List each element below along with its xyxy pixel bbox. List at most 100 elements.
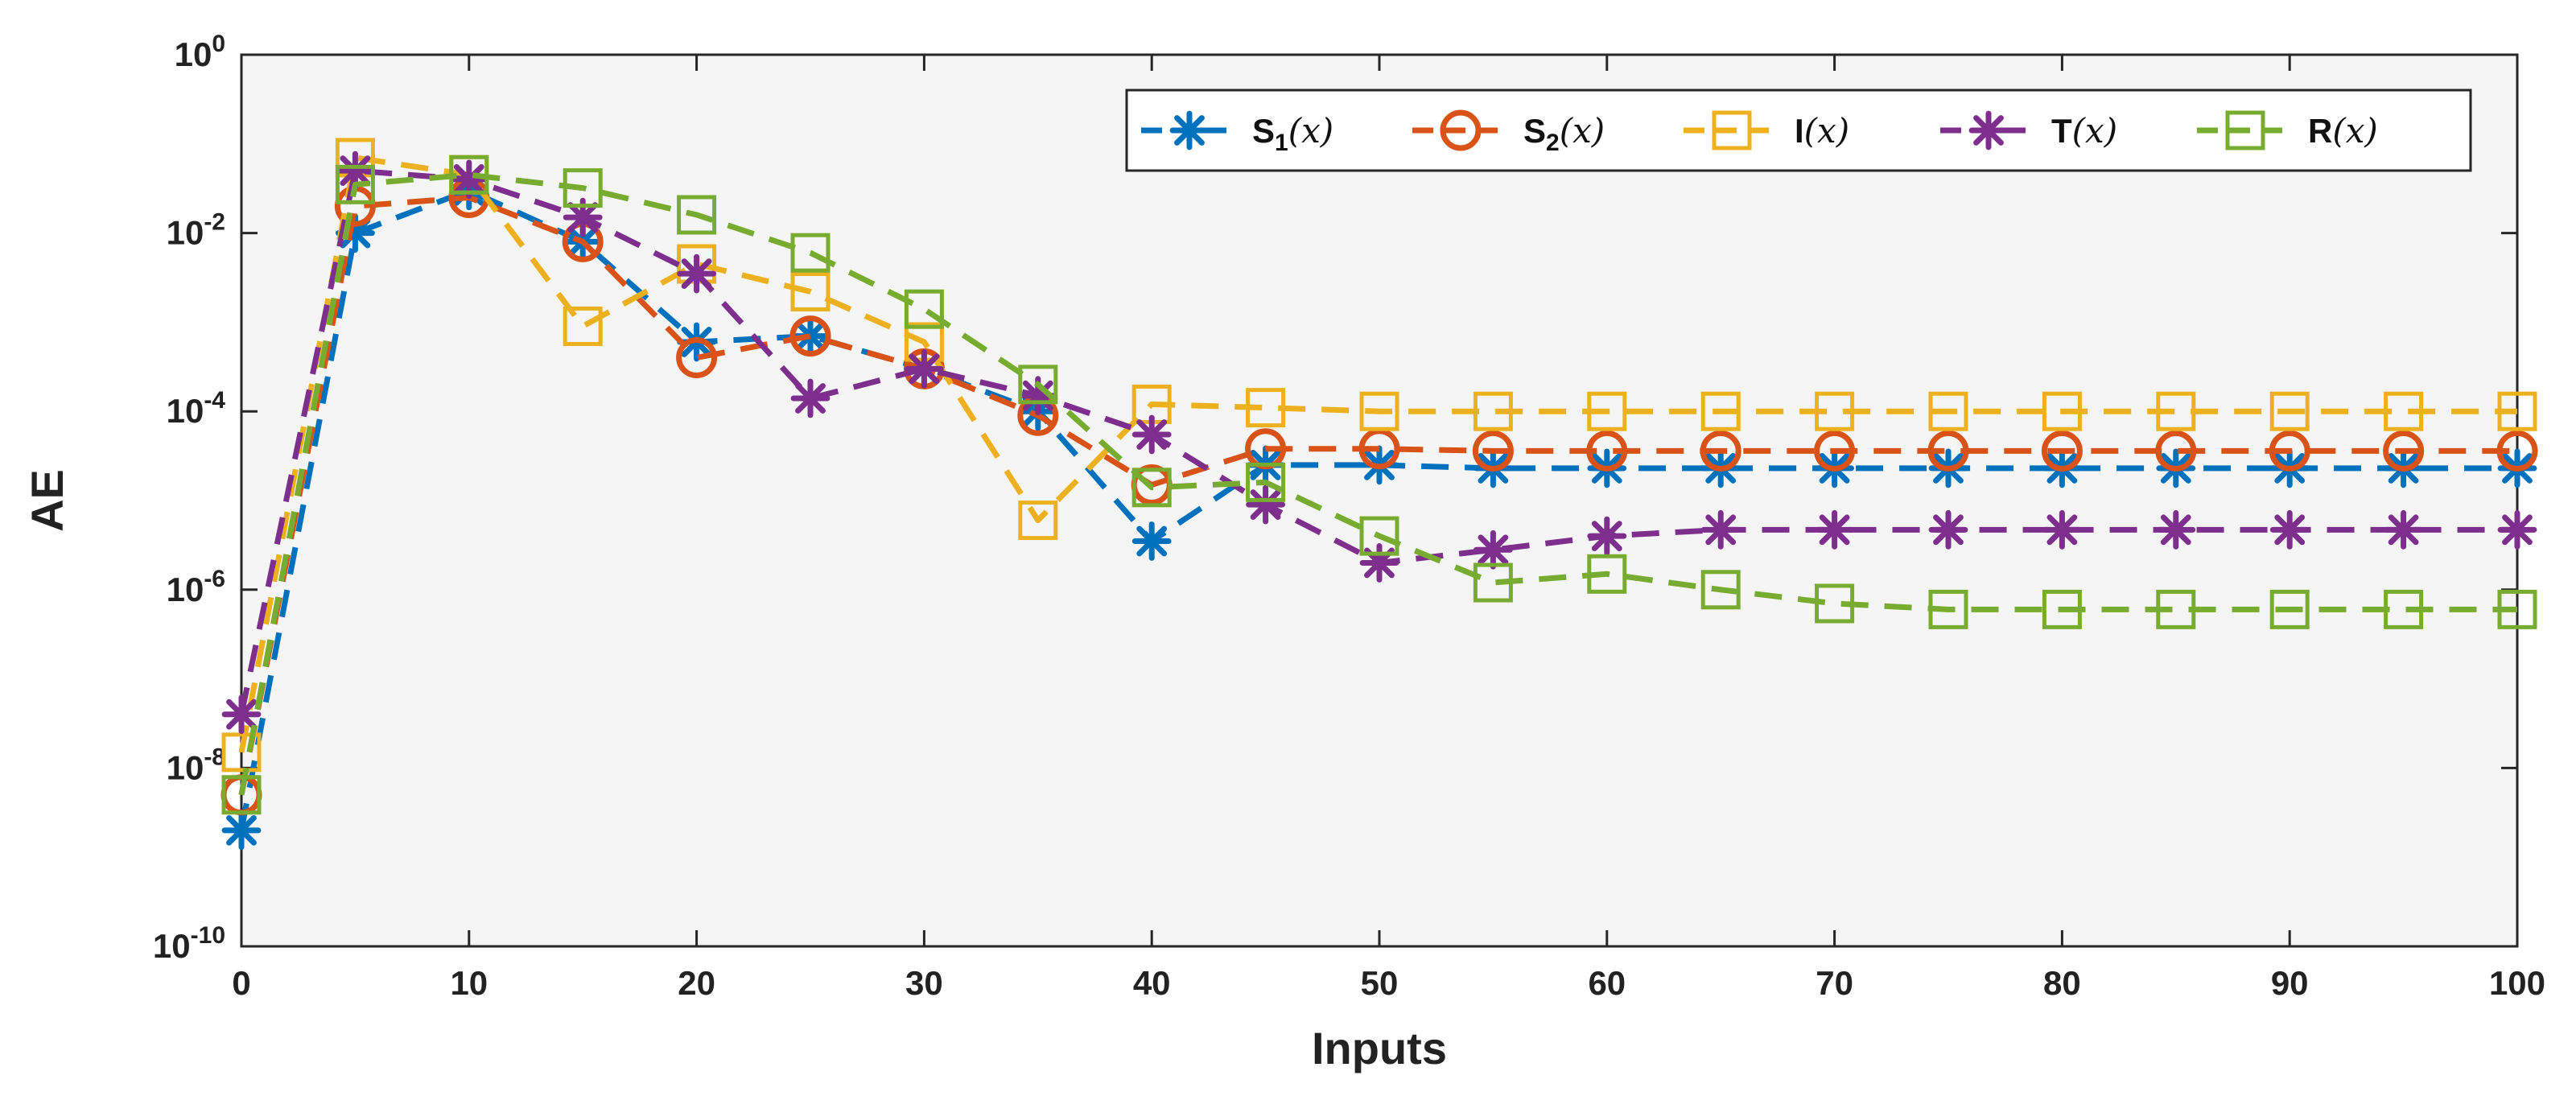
legend-item: I(x) — [1684, 110, 1849, 150]
data-point-square — [790, 233, 831, 273]
data-point-asterisk — [1587, 516, 1627, 556]
data-point-circle — [676, 336, 718, 378]
legend-label: T(x) — [2051, 111, 2117, 150]
x-tick-label: 20 — [678, 964, 715, 1002]
series-S₂(x) — [221, 177, 2538, 816]
x-tick-label: 30 — [905, 964, 943, 1002]
data-point-circle — [1472, 430, 1514, 472]
legend-argument: (x) — [1560, 111, 1605, 150]
data-point-square — [1246, 388, 1286, 428]
data-point-square — [1700, 570, 1741, 610]
data-point-square — [904, 289, 944, 329]
data-point-asterisk — [1359, 543, 1399, 583]
data-point-asterisk — [2042, 509, 2082, 550]
data-point-asterisk — [1473, 529, 1513, 570]
data-point-circle — [1440, 109, 1482, 151]
data-point-asterisk — [1968, 110, 2009, 150]
data-point-circle — [2496, 430, 2538, 472]
legend-item: R(x) — [2197, 110, 2378, 150]
y-tick-base: 10 — [153, 927, 191, 965]
data-point-square — [1712, 110, 1752, 150]
data-point-square — [1815, 391, 1855, 431]
x-tick-label: 90 — [2271, 964, 2309, 1002]
legend-letter: R — [2308, 112, 2332, 150]
legend-label: I(x) — [1795, 111, 1849, 150]
data-point-square — [1359, 516, 1399, 556]
x-tick-label: 50 — [1361, 964, 1399, 1002]
x-tick-label: 80 — [2043, 964, 2081, 1002]
data-point-asterisk — [1700, 509, 1741, 550]
data-point-square — [563, 306, 603, 346]
legend-subscript: 1 — [1275, 130, 1288, 156]
data-point-square — [1928, 391, 1968, 431]
legend-argument: (x) — [2072, 111, 2117, 150]
data-point-square — [1473, 391, 1513, 431]
data-point-square — [1700, 391, 1741, 431]
data-point-square — [2042, 589, 2082, 629]
data-point-square — [1131, 468, 1172, 508]
y-tick-base: 10 — [175, 35, 212, 73]
data-point-asterisk — [905, 348, 944, 389]
x-tick-label: 100 — [2489, 964, 2545, 1002]
series-line — [238, 171, 2517, 796]
legend-argument: (x) — [2332, 111, 2377, 150]
data-point-circle — [1358, 428, 1400, 470]
series-line — [238, 195, 2517, 796]
data-point-asterisk — [1815, 509, 1854, 550]
data-point-asterisk — [1131, 414, 1172, 455]
data-point-square — [2156, 589, 2196, 629]
y-tick-exponent: 0 — [212, 31, 225, 57]
legend-item: S2(x) — [1412, 109, 1605, 156]
data-point-asterisk — [2384, 509, 2423, 550]
y-tick-base: 10 — [167, 571, 204, 608]
data-point-square — [221, 775, 262, 815]
data-point-square — [563, 168, 603, 208]
data-point-square — [335, 164, 375, 204]
legend-letter: S — [1523, 112, 1546, 150]
y-tick-label: 10-2 — [167, 209, 225, 252]
data-point-square — [2042, 391, 2082, 431]
data-point-asterisk — [1131, 521, 1172, 561]
y-tick-label: 10-8 — [167, 744, 225, 786]
data-point-asterisk — [790, 378, 831, 418]
data-point-square — [1473, 562, 1513, 603]
y-tick-exponent: -4 — [204, 387, 225, 414]
y-tick-label: 10-6 — [167, 566, 225, 608]
x-tick-label: 60 — [1588, 964, 1626, 1002]
legend-letter: T — [2051, 112, 2072, 150]
legend-label: R(x) — [2308, 111, 2378, 150]
data-point-circle — [1814, 430, 1856, 472]
legend-argument: (x) — [1288, 111, 1333, 150]
y-tick-base: 10 — [167, 214, 204, 252]
legend-item: S1(x) — [1141, 110, 1333, 156]
y-tick-exponent: -6 — [204, 566, 225, 592]
data-point-square — [2384, 589, 2424, 629]
data-point-square — [1359, 391, 1399, 431]
plot-area — [240, 53, 2519, 948]
data-point-square — [1928, 589, 1968, 629]
x-tick-label: 70 — [1816, 964, 1853, 1002]
data-point-square — [1018, 501, 1058, 541]
data-point-asterisk — [2497, 509, 2537, 550]
x-tick-label: 40 — [1133, 964, 1171, 1002]
axis-ticks: 0 10 20 30 40 50 60 70 80 90 10010010-210-410-610-… — [153, 31, 2545, 1002]
data-point-square — [2269, 391, 2310, 431]
y-tick-base: 10 — [167, 392, 204, 430]
data-point-square — [1018, 365, 1058, 405]
data-point-square — [2156, 391, 2196, 431]
data-point-square — [221, 732, 262, 773]
data-point-square — [1815, 583, 1855, 624]
data-point-circle — [2041, 430, 2083, 472]
data-point-asterisk — [221, 694, 262, 735]
data-point-asterisk — [2156, 509, 2196, 550]
series-line — [238, 155, 2517, 753]
legend-label: S1(x) — [1252, 111, 1333, 156]
y-tick-base: 10 — [167, 748, 204, 786]
y-tick-label: 10-10 — [153, 922, 225, 965]
data-point-square — [1587, 391, 1627, 431]
y-tick-label: 10-4 — [167, 387, 226, 430]
data-point-square — [2269, 589, 2310, 629]
data-point-circle — [2269, 430, 2310, 472]
data-point-circle — [1927, 430, 1969, 472]
